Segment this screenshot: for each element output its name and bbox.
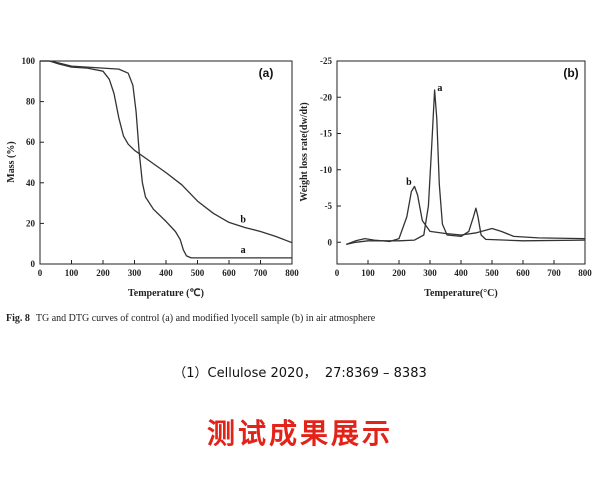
tg-y-axis-label: Mass (%) (6, 141, 17, 182)
tg-y-tick-label: 60 (26, 137, 36, 147)
dtg-y-tick-label: -20 (320, 92, 332, 102)
figure-charts: (a) Temperature (℃) Mass (%) 0 100 200 300 4… (6, 56, 592, 299)
tg-x-tick-label: 600 (222, 268, 236, 278)
tg-y-tick-label: 40 (26, 178, 36, 188)
dtg-x-tick-label: 300 (423, 268, 437, 278)
tg-x-tick-label: 500 (191, 268, 205, 278)
dtg-y-tick-label: 0 (328, 237, 333, 247)
figure-caption: Fig. 8 TG and DTG curves of control (a) a… (6, 313, 375, 324)
dtg-plot-frame (336, 60, 586, 265)
tg-y-tick-label: 80 (26, 97, 36, 107)
tg-series-line-a (40, 60, 292, 259)
dtg-y-tick-label: -10 (320, 165, 332, 175)
dtg-y-tick-label: -5 (325, 201, 333, 211)
tg-x-tick-label: 700 (254, 268, 268, 278)
tg-x-tick-label: 100 (65, 268, 79, 278)
dtg-panel-label: (b) (563, 66, 578, 80)
dtg-x-tick-label: 100 (361, 268, 375, 278)
dtg-x-tick-label: 600 (516, 268, 530, 278)
tg-series-label-b: b (240, 214, 246, 225)
dtg-x-tick-label: 800 (578, 268, 592, 278)
dtg-y-axis-label: Weight loss rate(dw/dt) (299, 102, 310, 201)
tg-x-axis-label: Temperature (℃) (128, 288, 204, 299)
citation: （1）Cellulose 2020， 27:8369 – 8383 (173, 366, 427, 381)
figure-number: Fig. 8 (6, 313, 30, 324)
dtg-x-tick-label: 200 (392, 268, 406, 278)
tg-x-tick-label: 400 (159, 268, 173, 278)
dtg-x-tick-label: 0 (335, 268, 340, 278)
dtg-chart: (b) Temperature(°C) Weight loss rate(dw/… (299, 56, 592, 299)
tg-plot-frame (39, 60, 293, 265)
dtg-series-line-a (346, 89, 586, 246)
dtg-x-tick-label: 500 (485, 268, 499, 278)
dtg-x-tick-label: 400 (454, 268, 468, 278)
tg-chart: (a) Temperature (℃) Mass (%) 0 100 200 300 4… (6, 56, 299, 299)
dtg-y-tick-label: -25 (320, 56, 332, 66)
figure-caption-text: TG and DTG curves of control (a) and mod… (35, 313, 376, 324)
dtg-series-line-b (346, 185, 586, 246)
tg-series-line-b (40, 60, 293, 244)
dtg-y-tick-label: -15 (320, 129, 332, 139)
tg-y-tick-label: 100 (22, 56, 36, 66)
tg-series-label-a: a (241, 245, 246, 256)
dtg-series-label-b: b (406, 177, 412, 188)
tg-x-tick-label: 0 (38, 268, 43, 278)
tg-panel-label: (a) (259, 66, 274, 80)
tg-x-tick-label: 800 (285, 268, 299, 278)
dtg-x-axis-label: Temperature(°C) (424, 288, 497, 299)
dtg-x-tick-label: 700 (547, 268, 561, 278)
dtg-series-label-a: a (437, 83, 442, 94)
tg-y-tick-label: 20 (26, 218, 36, 228)
page-title: 测试成果展示 (206, 417, 393, 450)
tg-x-tick-label: 200 (96, 268, 110, 278)
tg-x-tick-label: 300 (128, 268, 142, 278)
tg-y-tick-label: 0 (31, 259, 36, 269)
